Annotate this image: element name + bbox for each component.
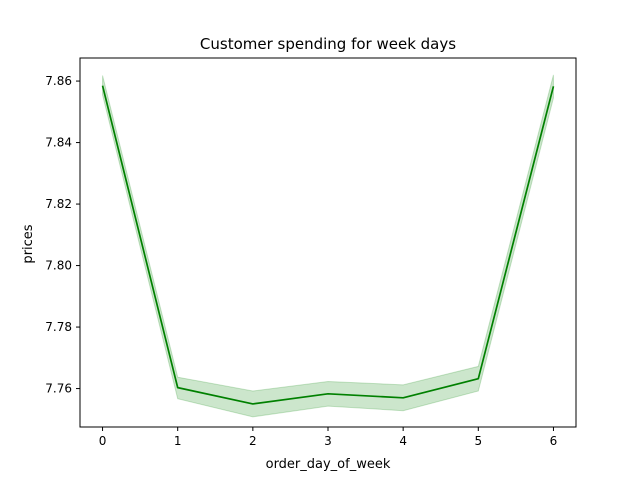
confidence-band [102, 74, 554, 418]
x-tick-label: 3 [324, 434, 332, 448]
y-tick-label: 7.84 [45, 136, 72, 150]
x-tick-label: 4 [399, 434, 407, 448]
x-tick-label: 5 [474, 434, 482, 448]
y-axis-label: prices [21, 224, 36, 263]
plot-area: 0 1 2 3 4 5 6 7.76 7.78 7.80 7.82 7.84 7.86 [45, 57, 577, 448]
x-tick-label: 1 [174, 434, 182, 448]
x-tick-label: 2 [249, 434, 257, 448]
y-tick-label: 7.86 [45, 74, 72, 88]
y-tick-label: 7.82 [45, 197, 72, 211]
x-axis-label: order_day_of_week [266, 457, 391, 472]
chart-title: Customer spending for week days [200, 35, 456, 53]
y-tick-label: 7.78 [45, 320, 72, 334]
x-tick-label: 0 [99, 434, 107, 448]
x-tick-label: 6 [550, 434, 558, 448]
y-tick-label: 7.80 [45, 259, 72, 273]
series-line [101, 85, 555, 405]
y-tick-label: 7.76 [45, 382, 72, 396]
